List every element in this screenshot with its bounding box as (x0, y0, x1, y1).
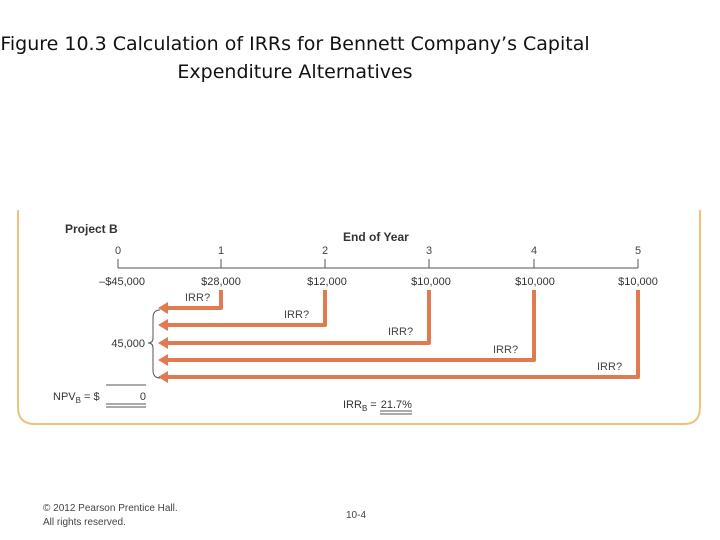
end-of-year-label: End of Year (343, 230, 409, 244)
irr-result-label: IRR (343, 399, 362, 411)
irr-question-label: IRR? (493, 344, 518, 356)
year-label: 3 (426, 245, 432, 257)
discount-arrow-year-3 (167, 290, 431, 345)
irr-result-value: 21.7% (381, 399, 412, 411)
year-label: 2 (322, 245, 328, 257)
copyright-line-2: All rights reserved. (43, 517, 126, 528)
slide-title: Figure 10.3 Calculation of IRRs for Benn… (0, 30, 590, 86)
discount-arrow-year-2 (167, 290, 327, 327)
discount-arrow-year-4 (167, 290, 536, 362)
npv-value: 0 (140, 391, 146, 403)
irr-question-label: IRR? (284, 309, 309, 321)
cash-flow-value: $28,000 (201, 276, 241, 288)
irr-question-label: IRR? (185, 292, 210, 304)
npv-subscript: B (76, 396, 81, 405)
irr-question-label: IRR? (388, 326, 413, 338)
year-label: 1 (218, 245, 224, 257)
arrowheads (158, 302, 168, 383)
year-label: 0 (115, 245, 121, 257)
year-label: 4 (531, 245, 537, 257)
page-number: 10-4 (346, 510, 367, 521)
cash-flow-value: $10,000 (618, 276, 658, 288)
cash-flow-value: $10,000 (411, 276, 451, 288)
figure-frame (17, 210, 701, 425)
arrowhead (158, 337, 168, 349)
irr-question-labels: IRR? IRR? IRR? IRR? IRR? (185, 292, 622, 373)
timeline-ticks (117, 259, 639, 268)
cash-flow-labels: –$45,000 $28,000 $12,000 $10,000 $10,000… (99, 276, 658, 288)
irr-result: IRRB = 21.7% (343, 399, 412, 413)
year-labels: 0 1 2 3 4 5 (115, 245, 641, 257)
arrowhead (158, 354, 168, 366)
arrowhead (158, 371, 168, 383)
arrowhead (158, 319, 168, 331)
project-label: Project B (65, 222, 118, 236)
slide-title-line-2: Expenditure Alternatives (177, 61, 413, 83)
year-label: 5 (635, 245, 641, 257)
copyright-notice: © 2012 Pearson Prentice Hall. All rights… (43, 502, 178, 530)
copyright-line-1: © 2012 Pearson Prentice Hall. (43, 503, 178, 514)
sum-brace (147, 309, 161, 379)
npv-equals: = $ (84, 391, 100, 403)
discount-arrow-year-1 (167, 290, 223, 310)
npv-label-text: NPV (53, 391, 76, 403)
slide-title-line-1: Figure 10.3 Calculation of IRRs for Benn… (0, 33, 590, 55)
discount-arrow-year-5 (167, 290, 640, 379)
cash-flow-value: $10,000 (515, 276, 555, 288)
irr-result-equals: = (370, 399, 376, 411)
irr-question-label: IRR? (597, 361, 622, 373)
pv-total: 45,000 (111, 338, 145, 350)
arrowhead (158, 302, 168, 314)
irr-result-subscript: B (362, 404, 367, 413)
cash-flow-value: $12,000 (307, 276, 347, 288)
npv-label: NPVB = $ (53, 391, 100, 405)
cash-flow-value: –$45,000 (99, 276, 145, 288)
discount-arrows (167, 290, 640, 379)
